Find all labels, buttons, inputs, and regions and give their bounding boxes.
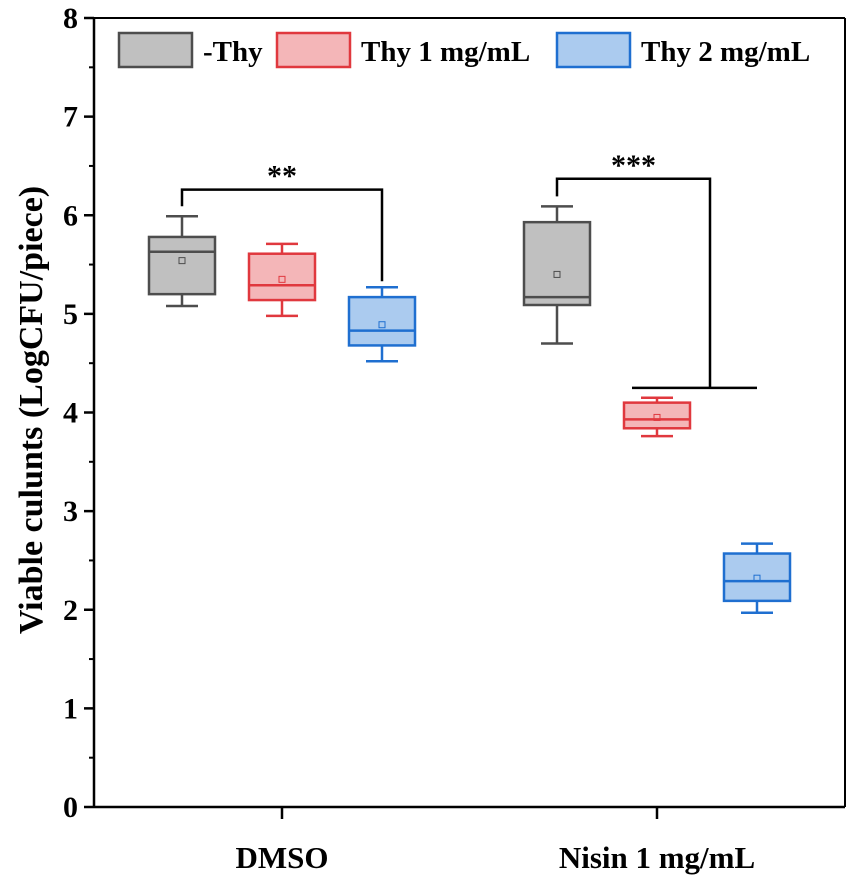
- legend-swatch: [555, 31, 632, 69]
- mean-marker: [378, 321, 386, 329]
- mean-marker: [178, 257, 186, 265]
- x-category-label: Nisin 1 mg/mL: [559, 840, 755, 875]
- legend-label: Thy 1 mg/mL: [361, 36, 530, 68]
- box-thy-2-mg-ml-dmso: [347, 285, 417, 363]
- significance-annotations: ** ***: [180, 149, 757, 390]
- legend-entry-2: Thy 1 mg/mL: [275, 31, 530, 69]
- y-tick-label: 2: [63, 594, 78, 627]
- bracket-line: [180, 188, 384, 282]
- legend-swatch: [117, 31, 194, 69]
- box-thy-1-mg-ml-nisin-1-mg-ml: [622, 396, 692, 438]
- box-thy-dmso: [147, 214, 217, 308]
- x-category-label: DMSO: [236, 840, 329, 875]
- significance-stars: **: [267, 160, 297, 193]
- significance-stars: ***: [611, 149, 656, 182]
- box-thy-1-mg-ml-dmso: [247, 242, 317, 318]
- box-thy-nisin-1-mg-ml: [522, 205, 592, 345]
- mean-marker: [553, 270, 561, 278]
- mean-marker: [753, 574, 761, 582]
- legend-entry-1: -Thy: [117, 31, 263, 69]
- legend-label: Thy 2 mg/mL: [641, 36, 810, 68]
- legend-entry-3: Thy 2 mg/mL: [555, 31, 810, 69]
- box-iqr: [722, 552, 792, 603]
- mean-marker: [278, 275, 286, 283]
- y-tick-label: 1: [63, 692, 78, 725]
- y-tick-label: 6: [63, 199, 78, 232]
- mean-marker: [653, 413, 661, 421]
- box-iqr: [147, 235, 217, 296]
- legend-label: -Thy: [203, 36, 263, 68]
- box-iqr: [522, 220, 592, 307]
- significance-bracket-dmso: **: [180, 160, 384, 282]
- y-tick-label: 0: [63, 791, 78, 824]
- axes: 0 1 2 3 4 5 6 7 8 DMSO Nisin 1 mg/mL: [63, 2, 846, 875]
- significance-bracket-nisin: ***: [555, 149, 757, 390]
- legend-swatch: [275, 31, 352, 69]
- boxes: [147, 205, 792, 614]
- legend: -Thy Thy 1 mg/mL Thy 2 mg/mL: [117, 31, 810, 69]
- box-thy-2-mg-ml-nisin-1-mg-ml: [722, 542, 792, 614]
- y-tick-label: 8: [63, 2, 78, 35]
- y-axis-label: Viable culunts (LogCFU/piece): [13, 186, 50, 634]
- y-tick-label: 7: [63, 101, 78, 134]
- y-tick-label: 5: [63, 298, 78, 331]
- y-tick-label: 4: [63, 397, 78, 430]
- box-iqr: [247, 252, 317, 302]
- box-iqr: [622, 401, 692, 430]
- bracket-line: [555, 177, 712, 388]
- y-tick-label: 3: [63, 495, 78, 528]
